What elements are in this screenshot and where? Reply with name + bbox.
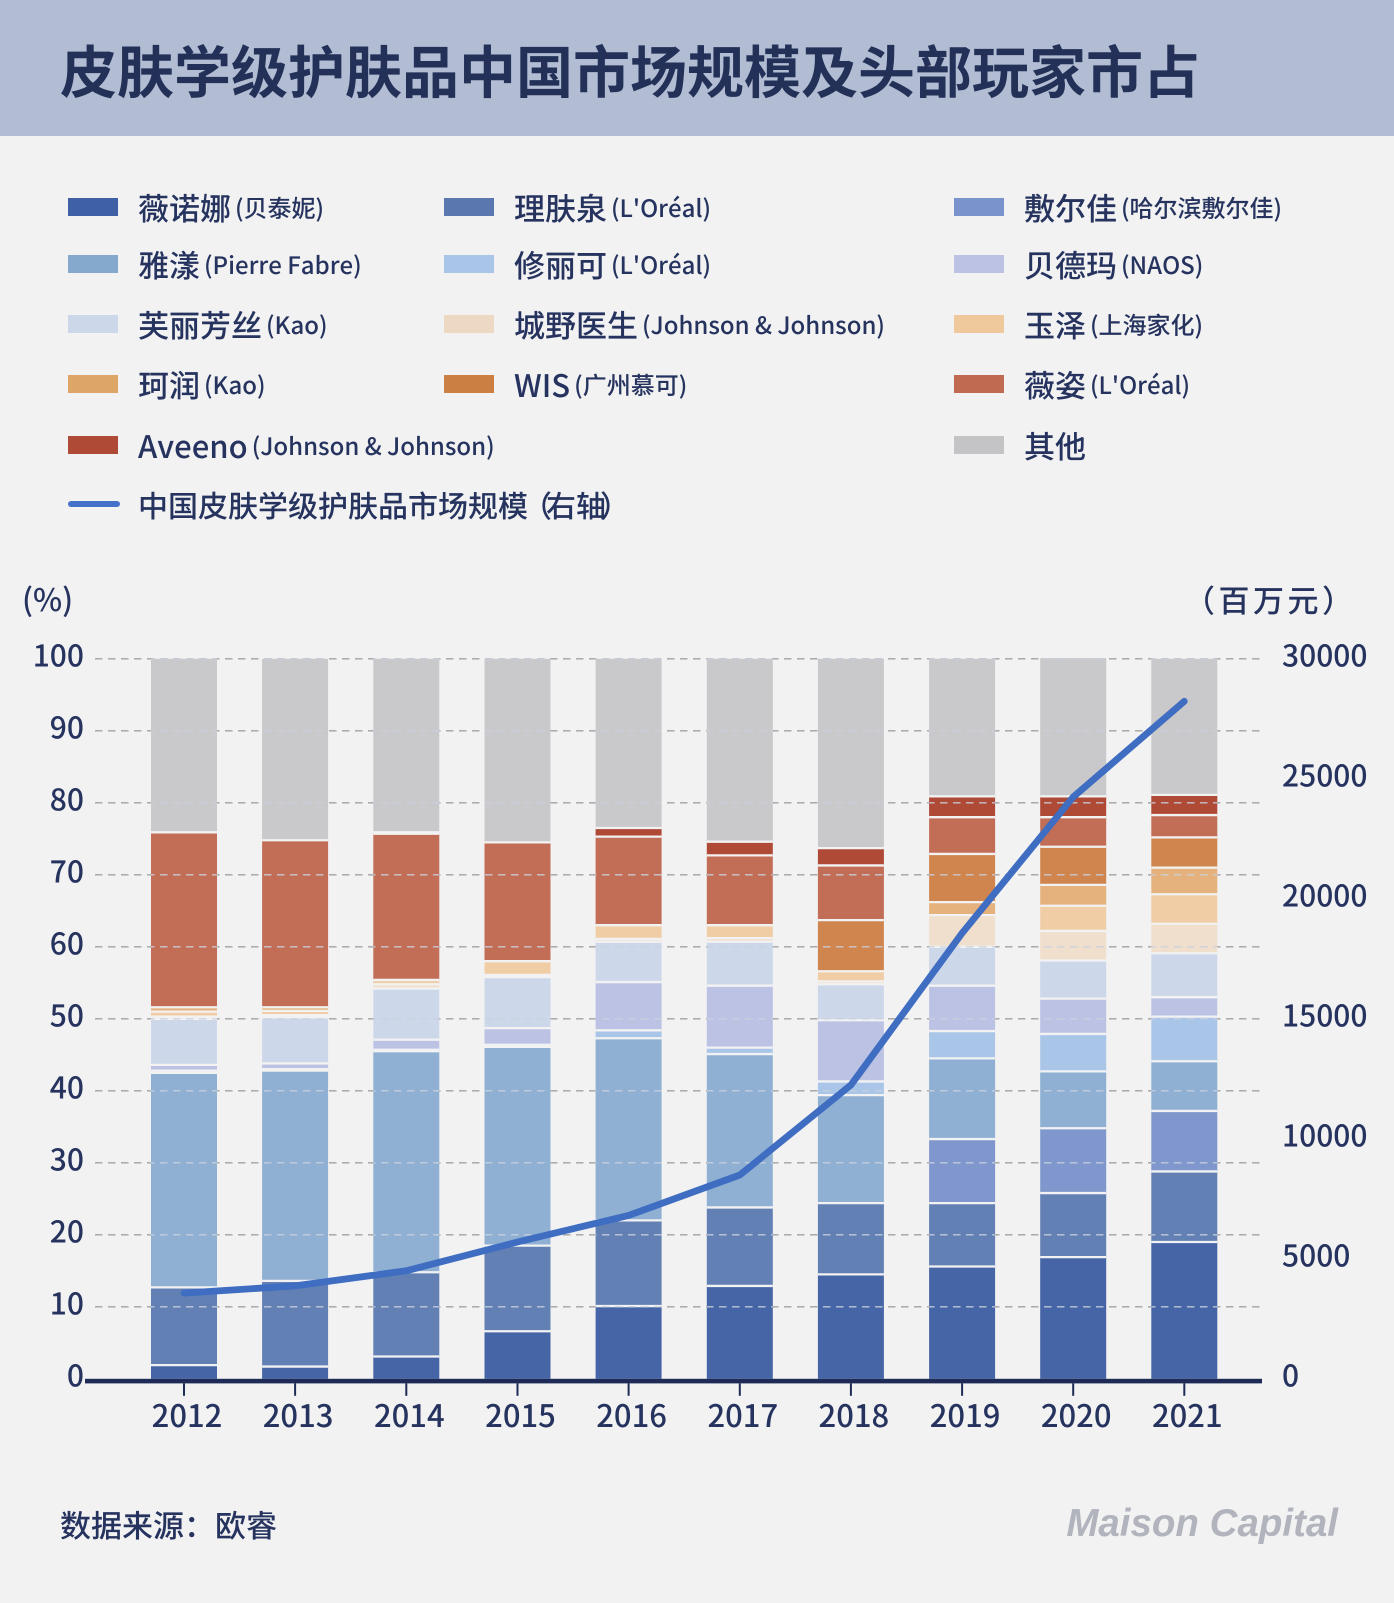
svg-text:2014: 2014 [374,1391,445,1436]
svg-text:25000: 25000 [1282,751,1368,795]
svg-text:20000: 20000 [1282,871,1368,915]
svg-text:50: 50 [50,991,84,1035]
svg-text:80: 80 [50,775,84,819]
svg-text:40: 40 [50,1063,84,1107]
svg-text:30000: 30000 [1282,631,1368,675]
svg-text:10: 10 [50,1279,84,1323]
svg-text:100: 100 [33,631,84,675]
svg-text:2019: 2019 [930,1391,1001,1436]
svg-text:0: 0 [1282,1351,1299,1395]
svg-text:2013: 2013 [263,1391,334,1436]
svg-text:2018: 2018 [819,1391,890,1436]
svg-text:70: 70 [50,847,84,891]
svg-text:（百万元）: （百万元） [1184,576,1357,621]
svg-text:2021: 2021 [1152,1391,1223,1436]
svg-text:30: 30 [50,1135,84,1179]
svg-text:60: 60 [50,919,84,963]
svg-text:2012: 2012 [152,1391,223,1436]
svg-text:2015: 2015 [485,1391,556,1436]
svg-text:20: 20 [50,1207,84,1251]
svg-text:(%): (%) [22,575,73,620]
svg-text:90: 90 [50,703,84,747]
svg-text:10000: 10000 [1282,1111,1368,1155]
svg-text:0: 0 [67,1351,84,1395]
svg-text:2016: 2016 [596,1391,667,1436]
svg-text:2020: 2020 [1041,1391,1112,1436]
svg-text:2017: 2017 [707,1391,778,1436]
svg-text:5000: 5000 [1282,1231,1350,1275]
svg-text:15000: 15000 [1282,991,1368,1035]
